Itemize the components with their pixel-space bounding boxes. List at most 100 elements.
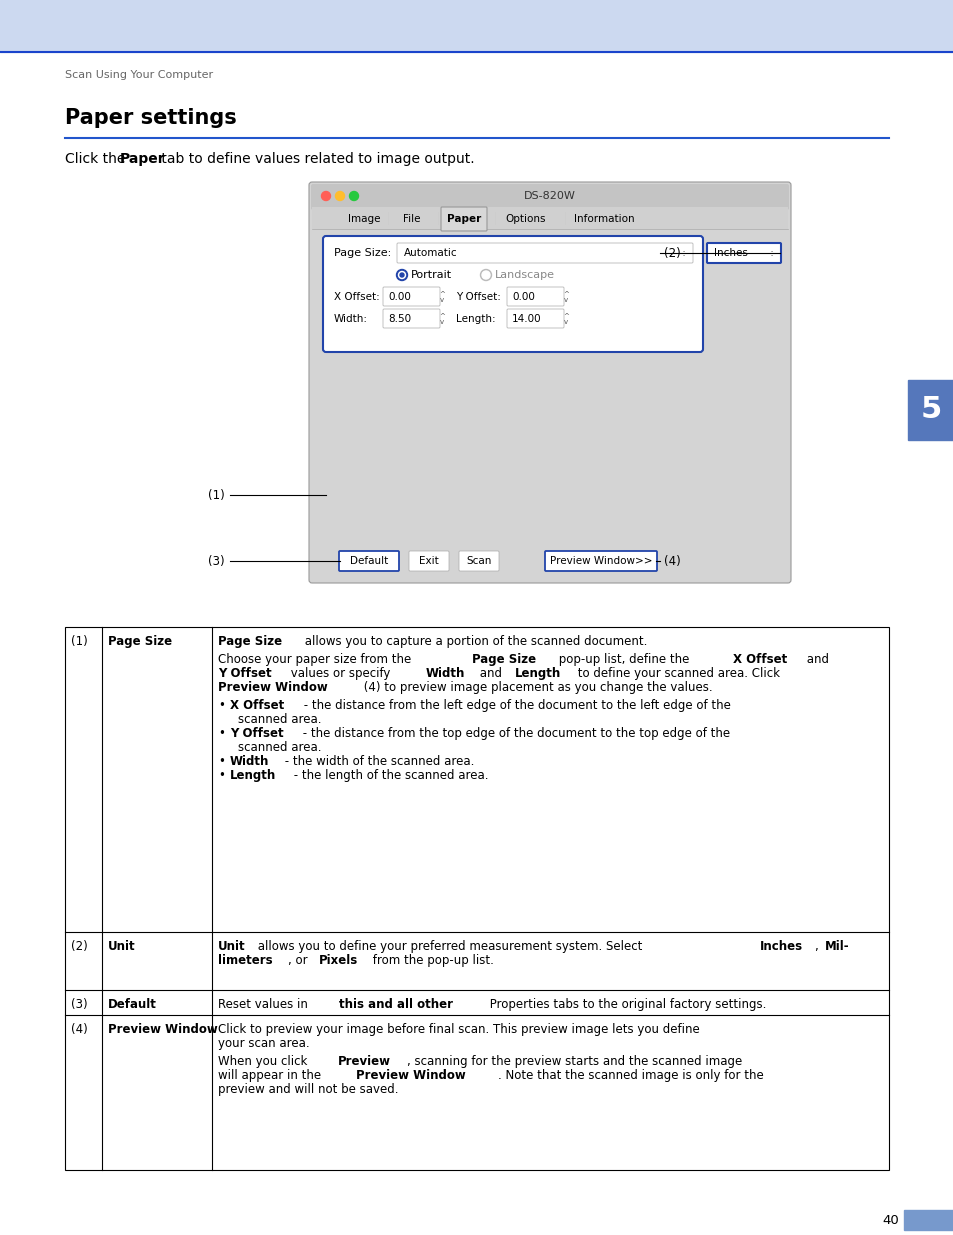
Text: •: • bbox=[218, 727, 225, 740]
Text: Options: Options bbox=[505, 214, 546, 224]
Text: Paper settings: Paper settings bbox=[65, 107, 236, 128]
Text: limeters: limeters bbox=[218, 953, 273, 967]
Text: Reset values in: Reset values in bbox=[218, 998, 312, 1011]
Text: DS-820W: DS-820W bbox=[523, 191, 576, 201]
Text: scanned area.: scanned area. bbox=[237, 713, 321, 726]
Text: Unit: Unit bbox=[108, 940, 135, 953]
Text: Y Offset: Y Offset bbox=[230, 727, 283, 740]
Text: ^: ^ bbox=[562, 312, 568, 319]
Text: will appear in the: will appear in the bbox=[218, 1070, 325, 1082]
Text: Length: Length bbox=[230, 769, 276, 782]
Text: Default: Default bbox=[350, 556, 388, 566]
Bar bbox=[0, 0, 953, 52]
Text: X Offset: X Offset bbox=[230, 699, 284, 713]
Text: Scan Using Your Computer: Scan Using Your Computer bbox=[65, 70, 213, 80]
Text: Click to preview your image before final scan. This preview image lets you defin: Click to preview your image before final… bbox=[218, 1023, 699, 1036]
Text: Width: Width bbox=[230, 755, 269, 768]
Text: and: and bbox=[476, 667, 505, 680]
FancyBboxPatch shape bbox=[396, 243, 692, 263]
Text: (3): (3) bbox=[71, 998, 88, 1011]
Text: X Offset: X Offset bbox=[733, 653, 786, 666]
Text: Paper: Paper bbox=[446, 214, 480, 224]
Text: (4) to preview image placement as you change the values.: (4) to preview image placement as you ch… bbox=[359, 680, 712, 694]
Text: (1): (1) bbox=[208, 489, 225, 501]
FancyBboxPatch shape bbox=[440, 207, 486, 231]
Text: •: • bbox=[218, 755, 225, 768]
Text: Y Offset: Y Offset bbox=[218, 667, 272, 680]
Text: •: • bbox=[218, 699, 225, 713]
Text: Inches: Inches bbox=[759, 940, 801, 953]
Text: Landscape: Landscape bbox=[495, 270, 555, 280]
Text: (2): (2) bbox=[71, 940, 88, 953]
Text: scanned area.: scanned area. bbox=[237, 741, 321, 755]
Text: v: v bbox=[563, 319, 567, 325]
Text: Page Size: Page Size bbox=[218, 635, 282, 648]
FancyBboxPatch shape bbox=[382, 309, 439, 329]
Text: Inches: Inches bbox=[713, 248, 747, 258]
Text: When you click: When you click bbox=[218, 1055, 311, 1068]
Text: tab to define values related to image output.: tab to define values related to image ou… bbox=[157, 152, 475, 165]
Text: File: File bbox=[403, 214, 420, 224]
Text: from the pop-up list.: from the pop-up list. bbox=[369, 953, 494, 967]
Text: Portrait: Portrait bbox=[411, 270, 452, 280]
Text: Scan: Scan bbox=[466, 556, 491, 566]
Text: and: and bbox=[802, 653, 828, 666]
Text: 0.00: 0.00 bbox=[388, 291, 411, 303]
Text: Properties tabs to the original factory settings.: Properties tabs to the original factory … bbox=[485, 998, 765, 1011]
Circle shape bbox=[396, 269, 407, 280]
FancyBboxPatch shape bbox=[506, 287, 563, 306]
FancyBboxPatch shape bbox=[309, 182, 790, 583]
Text: Exit: Exit bbox=[418, 556, 438, 566]
Text: , or: , or bbox=[288, 953, 312, 967]
FancyBboxPatch shape bbox=[382, 287, 439, 306]
Text: Automatic: Automatic bbox=[403, 248, 457, 258]
Bar bbox=[903, 1210, 953, 1230]
Text: X Offset:: X Offset: bbox=[334, 291, 379, 303]
Text: Page Size: Page Size bbox=[108, 635, 172, 648]
FancyBboxPatch shape bbox=[311, 184, 788, 210]
Bar bbox=[312, 207, 787, 228]
Text: Length: Length bbox=[514, 667, 560, 680]
Circle shape bbox=[480, 269, 491, 280]
Text: 5: 5 bbox=[920, 395, 941, 425]
FancyBboxPatch shape bbox=[323, 236, 702, 352]
Text: Width: Width bbox=[425, 667, 464, 680]
Text: ÷: ÷ bbox=[767, 248, 775, 258]
Text: Paper: Paper bbox=[120, 152, 166, 165]
Text: Preview Window: Preview Window bbox=[218, 680, 328, 694]
Text: v: v bbox=[439, 319, 443, 325]
FancyBboxPatch shape bbox=[506, 309, 563, 329]
Circle shape bbox=[321, 191, 330, 200]
Text: allows you to define your preferred measurement system. Select: allows you to define your preferred meas… bbox=[253, 940, 645, 953]
FancyBboxPatch shape bbox=[338, 551, 398, 571]
Text: (4): (4) bbox=[663, 555, 680, 568]
Text: your scan area.: your scan area. bbox=[218, 1037, 310, 1050]
Text: Page Size: Page Size bbox=[472, 653, 536, 666]
Text: ÷: ÷ bbox=[679, 248, 687, 258]
Text: (3): (3) bbox=[208, 555, 225, 568]
Text: - the length of the scanned area.: - the length of the scanned area. bbox=[290, 769, 488, 782]
Text: •: • bbox=[218, 769, 225, 782]
Text: - the distance from the left edge of the document to the left edge of the: - the distance from the left edge of the… bbox=[299, 699, 730, 713]
Text: 8.50: 8.50 bbox=[388, 314, 411, 324]
Text: - the distance from the top edge of the document to the top edge of the: - the distance from the top edge of the … bbox=[299, 727, 730, 740]
Bar bbox=[65, 627, 888, 1170]
Text: values or specify: values or specify bbox=[287, 667, 394, 680]
Circle shape bbox=[399, 273, 403, 277]
Text: ^: ^ bbox=[438, 312, 444, 319]
Text: Page Size:: Page Size: bbox=[334, 248, 391, 258]
Text: - the width of the scanned area.: - the width of the scanned area. bbox=[280, 755, 474, 768]
Text: preview and will not be saved.: preview and will not be saved. bbox=[218, 1083, 398, 1095]
Text: 40: 40 bbox=[882, 1214, 898, 1226]
Bar bbox=[907, 380, 953, 440]
FancyBboxPatch shape bbox=[458, 551, 498, 571]
Text: Y Offset:: Y Offset: bbox=[456, 291, 500, 303]
Text: . Note that the scanned image is only for the: . Note that the scanned image is only fo… bbox=[497, 1070, 762, 1082]
Text: Pixels: Pixels bbox=[318, 953, 357, 967]
Text: Default: Default bbox=[108, 998, 156, 1011]
Text: ^: ^ bbox=[438, 291, 444, 296]
Text: Preview Window>>: Preview Window>> bbox=[549, 556, 652, 566]
Text: Information: Information bbox=[573, 214, 634, 224]
Text: 14.00: 14.00 bbox=[512, 314, 541, 324]
Text: Click the: Click the bbox=[65, 152, 130, 165]
